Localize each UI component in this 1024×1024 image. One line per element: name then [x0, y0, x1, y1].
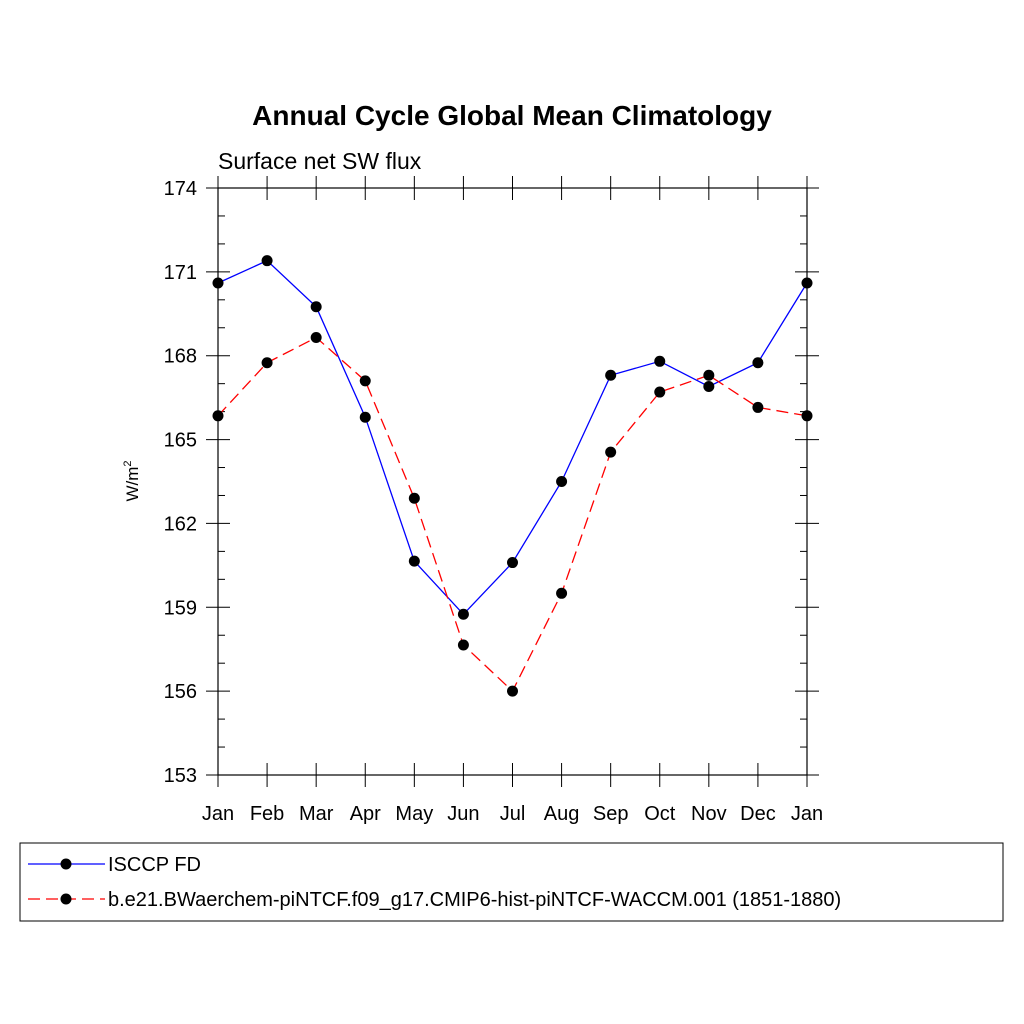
axis-ticks: 153 156 159 162 165 168 171 174 Jan Feb Mar Apr May J…	[164, 176, 823, 825]
y-tick-label: 159	[164, 597, 197, 619]
series-2-point	[457, 639, 469, 651]
x-tick-label: Sep	[593, 803, 629, 825]
series-2-point	[654, 386, 666, 398]
x-tick-label: May	[395, 803, 433, 825]
x-tick-label: Mar	[299, 803, 334, 825]
series-2-point	[212, 410, 224, 422]
legend-label-1: ISCCP FD	[108, 854, 201, 876]
x-tick-label: Nov	[691, 803, 727, 825]
series-2-point	[801, 410, 813, 422]
series-2-point	[310, 332, 322, 344]
series-2-point	[359, 375, 371, 387]
svg-text:W/m2: W/m2	[122, 460, 142, 501]
series-1-point	[310, 301, 322, 313]
y-tick-label: 153	[164, 765, 197, 787]
series-2-point	[605, 446, 617, 458]
y-tick-label: 168	[164, 346, 197, 368]
y-tick-label: 174	[164, 178, 197, 200]
y-axis-label-superscript: 2	[122, 460, 134, 466]
series-1-point	[212, 277, 224, 289]
series-1-point	[457, 608, 469, 620]
series-2-point	[556, 587, 568, 599]
series-1-point	[556, 476, 568, 487]
y-tick-label: 156	[164, 681, 197, 703]
x-tick-label: Jan	[791, 803, 823, 825]
series-1-point	[752, 357, 764, 369]
x-tick-label: Jan	[202, 803, 234, 825]
y-axis-label: W/m2	[122, 460, 142, 501]
series-2-point	[261, 357, 273, 369]
legend: ISCCP FD b.e21.BWaerchem-piNTCF.f09_g17.C…	[28, 854, 841, 911]
y-axis-label-text: W/m	[123, 467, 142, 502]
series-1-point	[801, 277, 813, 289]
legend-label-2: b.e21.BWaerchem-piNTCF.f09_g17.CMIP6-his…	[108, 889, 841, 911]
y-tick-label: 171	[164, 262, 197, 284]
x-tick-label: Aug	[544, 803, 580, 825]
series-layer	[212, 255, 813, 697]
y-tick-label: 162	[164, 513, 197, 535]
series-1-point	[359, 411, 371, 423]
x-tick-label: Jul	[500, 803, 526, 825]
legend-marker-1	[60, 858, 72, 870]
legend-marker-2	[60, 893, 72, 905]
series-2-point	[752, 401, 764, 413]
x-tick-label: Feb	[250, 803, 284, 825]
x-tick-label: Apr	[350, 803, 381, 825]
series-1-point	[654, 355, 666, 367]
series-1-point	[408, 555, 420, 567]
series-1-point	[261, 255, 273, 267]
series-2-point	[408, 492, 420, 504]
y-tick-label: 165	[164, 430, 197, 452]
series-line-2	[217, 336, 808, 693]
series-2-point	[507, 685, 518, 697]
chart-title: Annual Cycle Global Mean Climatology	[252, 100, 772, 131]
series-1-point	[507, 557, 518, 569]
x-tick-label: Jun	[447, 803, 479, 825]
legend-box	[19, 842, 1004, 922]
series-1-point	[605, 369, 617, 381]
chart-subtitle: Surface net SW flux	[218, 148, 422, 174]
x-tick-label: Dec	[740, 803, 776, 825]
x-tick-label: Oct	[644, 803, 676, 825]
series-1-point	[703, 380, 715, 392]
series-2-point	[703, 369, 715, 381]
